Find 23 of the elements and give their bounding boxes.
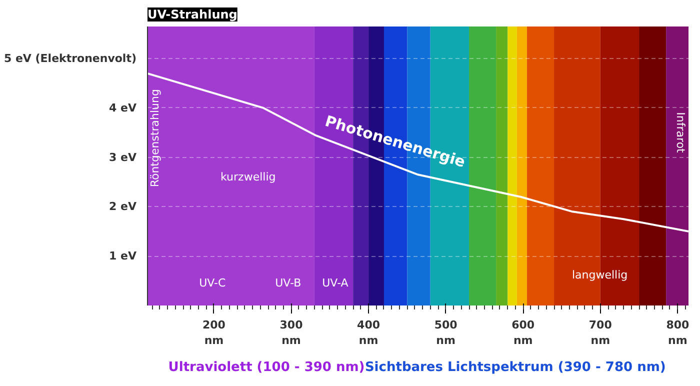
x-tick-label: 700 nm <box>588 318 612 348</box>
y-tick-label: 2 eV <box>109 200 137 214</box>
x-tick-label: 300 nm <box>280 318 304 348</box>
y-tick-label: 1 eV <box>109 250 137 263</box>
y-tick-label: 4 eV <box>109 101 137 114</box>
x-tick-label: 500 nm <box>434 318 458 348</box>
x-tick-label: 600 nm <box>512 318 535 348</box>
x-tick-label: 400 nm <box>357 318 380 348</box>
annotation: Röntgenstrahlung <box>148 89 162 188</box>
y-tick-label: 5 eV (Elektronenvolt) <box>4 52 137 66</box>
annotation: kurzwellig <box>220 170 276 184</box>
y-tick-label: 3 eV <box>109 150 137 164</box>
chart-title: UV-Strahlung <box>148 8 238 22</box>
annotation: langwellig <box>572 268 628 282</box>
text: Ultraviolett (100 - 390 nm) <box>168 360 365 375</box>
x-tick-label: 200 nm <box>202 318 226 348</box>
annotation: UV-C <box>199 276 226 290</box>
annotation: UV-A <box>322 276 349 290</box>
annotation: UV-B <box>275 276 302 290</box>
annotation: Infrarot <box>674 112 687 154</box>
x-tick-label: 800 nm <box>666 318 690 348</box>
line-series <box>148 72 688 232</box>
text: Sichtbares Lichtspektrum (390 - 780 nm) <box>364 360 666 375</box>
